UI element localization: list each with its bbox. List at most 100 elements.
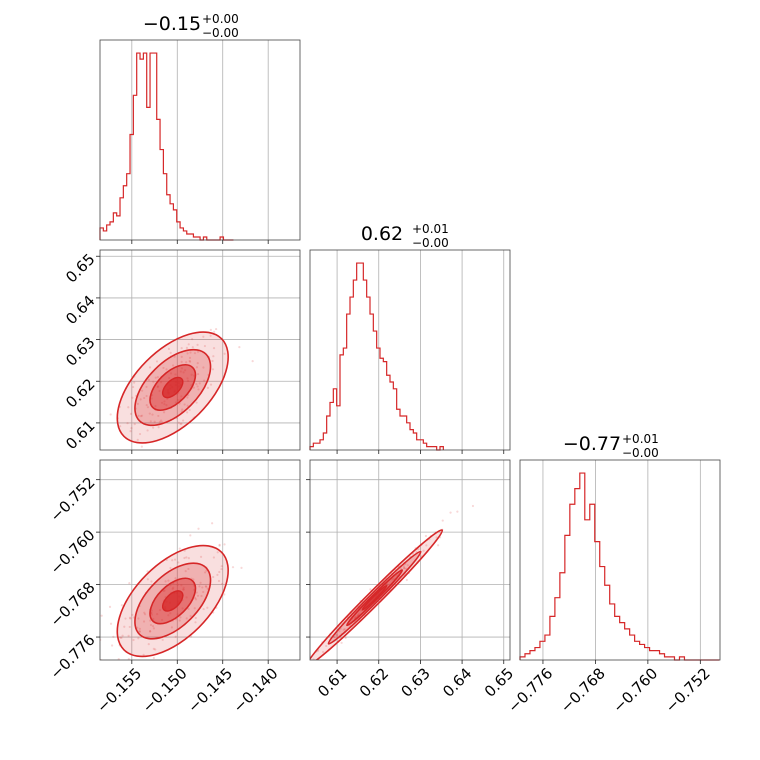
sample-point xyxy=(148,366,152,369)
sample-point xyxy=(186,411,189,414)
histogram-panel-2: 0.62 +0.01−0.00 xyxy=(309,222,511,454)
sample-point xyxy=(357,613,360,617)
sample-point xyxy=(143,396,146,400)
panel-frame xyxy=(99,459,301,661)
sample-point xyxy=(150,609,153,612)
panel-title-value: −0.15 xyxy=(143,13,201,35)
sample-point xyxy=(127,725,129,727)
sample-point xyxy=(130,427,133,430)
sample-point xyxy=(182,588,185,591)
scatter-panel-2 xyxy=(96,459,301,727)
sample-point xyxy=(185,556,188,559)
sample-point xyxy=(131,613,134,616)
sample-point xyxy=(422,549,425,552)
sample-point xyxy=(316,662,318,664)
sample-point xyxy=(369,588,372,591)
sample-point xyxy=(158,389,161,393)
sample-point xyxy=(205,585,208,588)
sample-point xyxy=(154,405,157,408)
sample-point xyxy=(158,420,162,423)
sample-point xyxy=(195,591,198,594)
sample-point xyxy=(128,616,132,619)
sample-point xyxy=(194,596,197,600)
sample-point xyxy=(180,367,183,370)
sample-point xyxy=(218,570,221,574)
sample-point xyxy=(181,408,184,411)
sample-point xyxy=(211,522,214,525)
sample-point xyxy=(189,614,192,618)
sample-point xyxy=(223,593,226,596)
sample-point xyxy=(193,352,197,355)
density-layer xyxy=(100,522,243,727)
sample-point xyxy=(185,617,188,620)
scatter-panel-1 xyxy=(55,249,301,454)
sample-point xyxy=(119,425,122,428)
sample-point xyxy=(182,586,185,589)
sample-point xyxy=(145,394,148,398)
panel-title-plus: +0.01 xyxy=(412,222,449,236)
sample-point xyxy=(138,630,141,633)
sample-point xyxy=(183,403,186,406)
sample-point xyxy=(218,543,221,546)
x-tick-label: 0.62 xyxy=(356,664,392,700)
sample-point xyxy=(186,352,189,355)
sample-point xyxy=(156,376,159,379)
sample-point xyxy=(146,578,149,581)
density-layer xyxy=(55,327,254,448)
sample-point xyxy=(202,335,205,338)
sample-point xyxy=(307,666,309,668)
sample-point xyxy=(187,607,190,611)
sample-point xyxy=(291,682,293,684)
sample-point xyxy=(181,607,184,610)
y-tick-label: 0.64 xyxy=(62,292,98,328)
sample-point xyxy=(171,587,174,590)
sample-point xyxy=(186,377,189,380)
sample-point xyxy=(209,328,212,331)
sample-point xyxy=(202,607,205,611)
sample-point xyxy=(147,643,150,646)
panel-title-minus: −0.00 xyxy=(412,236,449,250)
panel-title-value: 0.62 xyxy=(361,223,403,245)
sample-point xyxy=(152,380,155,383)
sample-point xyxy=(417,548,420,551)
sample-point xyxy=(344,636,347,640)
sample-point xyxy=(217,579,221,583)
sample-point xyxy=(424,534,428,538)
sample-point xyxy=(150,668,152,670)
panel-frame xyxy=(99,249,301,451)
sample-point xyxy=(180,347,183,350)
sample-point xyxy=(193,607,196,610)
sample-point xyxy=(117,658,120,660)
sample-point xyxy=(178,547,181,550)
sample-point xyxy=(177,561,180,564)
sample-point xyxy=(184,570,187,573)
sample-point xyxy=(140,445,143,448)
sample-point xyxy=(160,618,164,622)
sample-point xyxy=(168,376,171,380)
sample-point xyxy=(301,670,303,672)
sample-point xyxy=(176,613,179,616)
sample-point xyxy=(148,412,151,415)
sample-point xyxy=(194,621,197,624)
sample-point xyxy=(171,559,174,562)
sample-point xyxy=(188,408,191,412)
sample-point xyxy=(132,385,135,389)
sample-point xyxy=(182,588,185,591)
sample-point xyxy=(425,544,428,547)
histogram-step-line xyxy=(519,472,720,661)
x-tick-label: −0.155 xyxy=(93,664,145,716)
sample-point xyxy=(202,366,205,369)
sample-point xyxy=(156,385,160,388)
sample-point xyxy=(182,419,185,422)
sample-point xyxy=(169,351,172,355)
sample-point xyxy=(201,586,204,589)
x-tick-label: 0.64 xyxy=(439,664,475,700)
sample-point xyxy=(183,556,186,560)
sample-point xyxy=(173,355,176,358)
sample-point xyxy=(109,622,113,625)
sample-point xyxy=(98,400,100,402)
sample-point xyxy=(55,439,57,441)
sample-point xyxy=(139,415,143,418)
sample-point xyxy=(180,422,183,425)
